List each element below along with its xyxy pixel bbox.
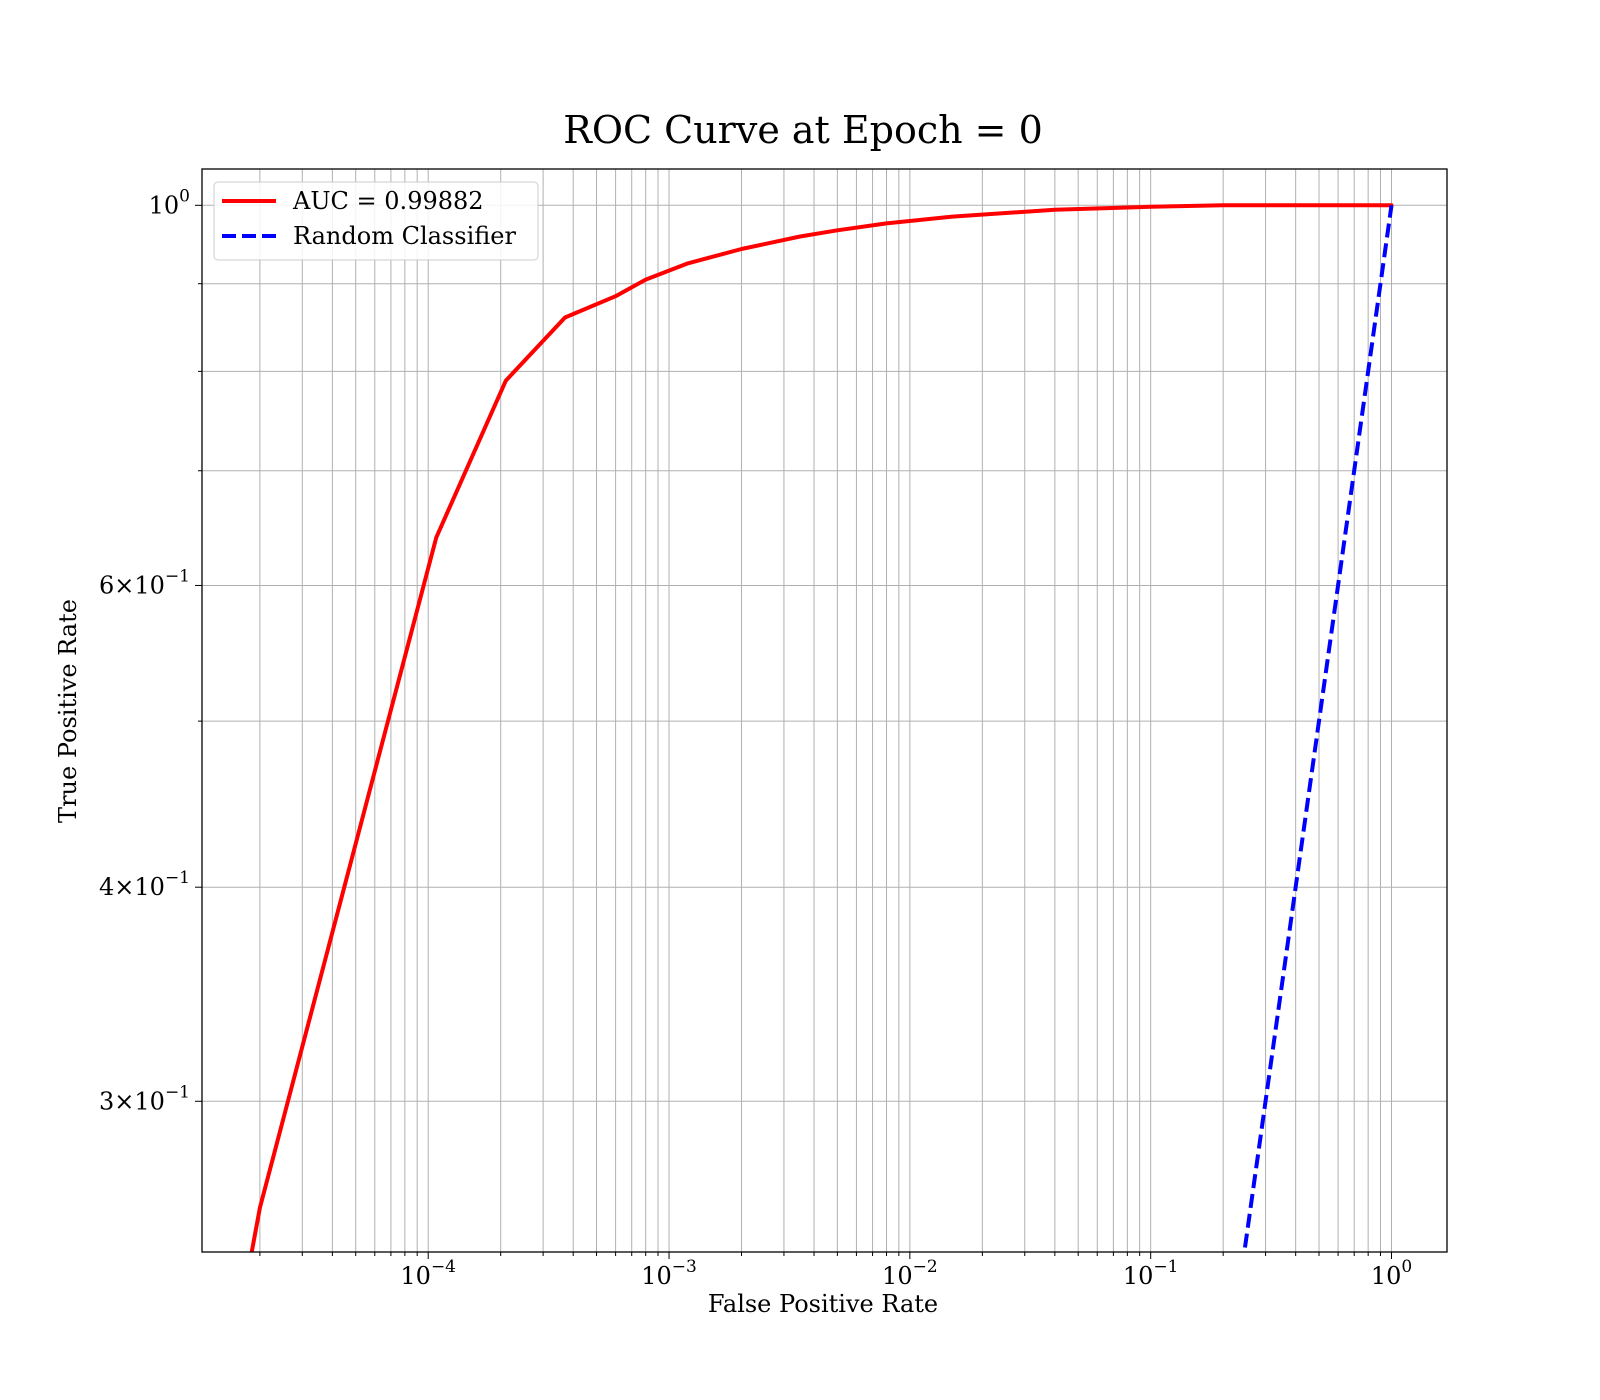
y-tick-label: 6×10−1 bbox=[99, 566, 190, 599]
series-layer bbox=[249, 203, 1394, 1252]
chart-title: ROC Curve at Epoch = 0 bbox=[563, 108, 1043, 152]
y-tick-label: 4×10−1 bbox=[99, 868, 190, 901]
x-axis-label: False Positive Rate bbox=[708, 1290, 938, 1318]
x-tick-label: 10−1 bbox=[1123, 1257, 1179, 1290]
random-classifier-line bbox=[1242, 205, 1394, 1252]
y-tick-label: 3×10−1 bbox=[99, 1082, 190, 1115]
legend: AUC = 0.99882 Random Classifier bbox=[213, 181, 539, 261]
x-tick-labels: 10−4 10−3 10−2 10−1 100 bbox=[400, 1257, 1412, 1290]
x-tick-label: 100 bbox=[1371, 1257, 1412, 1290]
x-tick-label: 10−2 bbox=[882, 1257, 938, 1290]
legend-box bbox=[213, 181, 539, 261]
legend-label-random: Random Classifier bbox=[293, 222, 516, 250]
roc-curve-line bbox=[249, 203, 1394, 1252]
x-tick-label: 10−4 bbox=[400, 1257, 456, 1290]
plot-frame bbox=[201, 168, 1448, 1253]
y-tick-label: 100 bbox=[149, 186, 190, 219]
x-tick-label: 10−3 bbox=[641, 1257, 697, 1290]
y-tick-labels: 100 6×10−1 4×10−1 3×10−1 bbox=[99, 186, 190, 1115]
legend-label-auc: AUC = 0.99882 bbox=[292, 187, 484, 215]
y-axis-label: True Positive Rate bbox=[54, 599, 82, 823]
